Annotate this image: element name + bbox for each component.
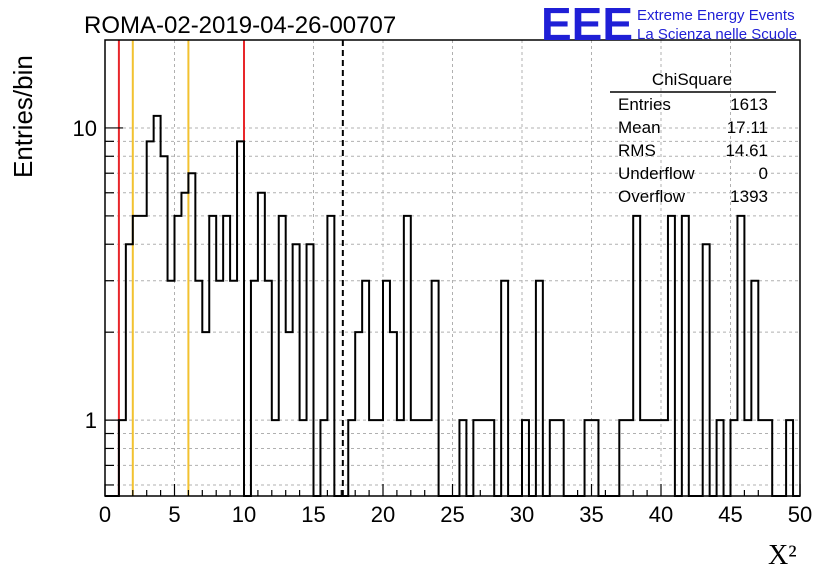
x-tick-label: 0 (99, 502, 111, 527)
stats-title: ChiSquare (652, 70, 732, 89)
x-tick-label: 15 (301, 502, 325, 527)
stats-row-value: 0 (759, 164, 768, 183)
stats-box: ChiSquare Entries 1613 Mean 17.11 RMS 14.61 Un… (610, 70, 776, 206)
y-tick-label: 1 (85, 408, 97, 433)
x-tick-label: 45 (718, 502, 742, 527)
x-tick-label: 30 (510, 502, 534, 527)
x-tick-label: 35 (579, 502, 603, 527)
stats-row-label: Entries (618, 95, 671, 114)
logo-line-2: La Scienza nelle Scuole (637, 26, 797, 43)
logo-line-1: Extreme Energy Events (637, 7, 795, 24)
x-axis-label-text: X² (768, 540, 797, 571)
chart-title: ROMA-02-2019-04-26-00707 (84, 12, 396, 39)
x-tick-label: 50 (788, 502, 812, 527)
y-tick-label: 10 (73, 116, 97, 141)
stats-row-value: 14.61 (725, 141, 768, 160)
x-tick-label: 20 (371, 502, 395, 527)
axis-ticks: 0 5 10 15 20 25 30 35 40 45 50 1 10 (73, 116, 813, 527)
x-axis-label: X² (768, 540, 797, 571)
stats-row-label: Underflow (618, 164, 695, 183)
stats-row-value: 17.11 (727, 118, 768, 137)
stats-row-value: 1393 (730, 187, 768, 206)
eee-logo: EEE (541, 0, 633, 50)
x-tick-label: 10 (232, 502, 256, 527)
stats-row-value: 1613 (730, 95, 768, 114)
x-tick-label: 5 (168, 502, 180, 527)
stats-row-label: Overflow (618, 187, 686, 206)
stats-row-label: Mean (618, 118, 661, 137)
histogram-series (105, 114, 800, 497)
x-tick-label: 40 (649, 502, 673, 527)
x-tick-label: 25 (440, 502, 464, 527)
stats-row-label: RMS (618, 141, 656, 160)
y-axis-label: Entries/bin (8, 55, 38, 178)
